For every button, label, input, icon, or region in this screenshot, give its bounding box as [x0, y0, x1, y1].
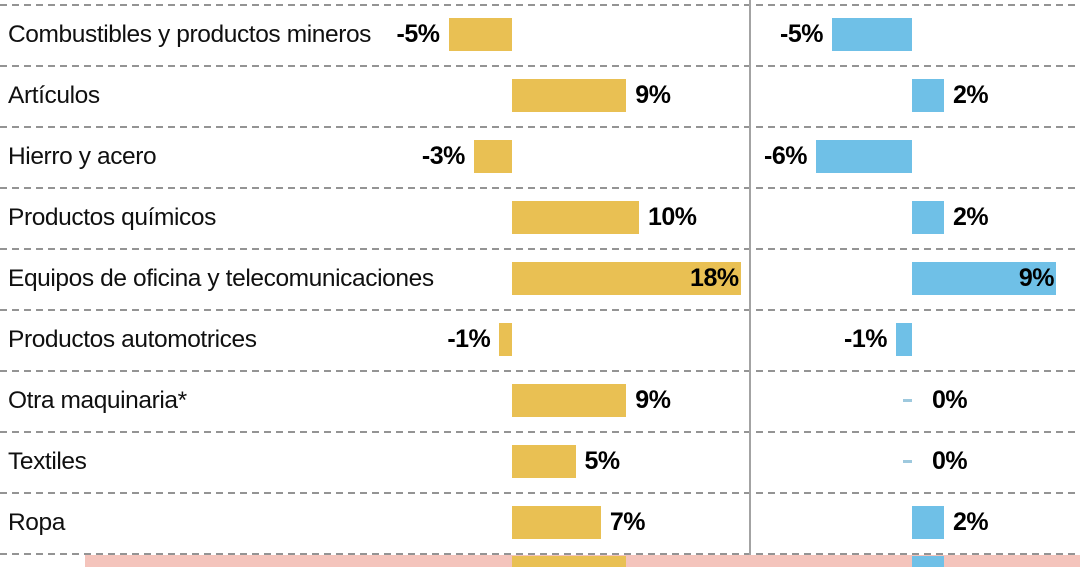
category-label: Ropa: [8, 508, 65, 536]
category-label: Otra maquinaria*: [8, 386, 187, 414]
yellow-bar: [512, 445, 576, 478]
grid-line: [0, 65, 1080, 67]
value-label: -1%: [447, 325, 491, 353]
value-label: -1%: [844, 325, 887, 353]
yellow-bar: [512, 384, 627, 417]
value-label: 10%: [648, 203, 697, 231]
value-label: 18%: [690, 264, 739, 292]
partial-yellow-bar: [512, 556, 627, 567]
category-label: Productos automotrices: [8, 325, 257, 353]
value-label: 2%: [953, 81, 989, 109]
category-label: Equipos de oficina y telecomunicaciones: [8, 264, 434, 292]
value-label: 9%: [635, 386, 671, 414]
blue-bar: [912, 262, 1056, 295]
panel-divider: [749, 0, 751, 567]
value-label: 9%: [635, 81, 671, 109]
value-label: -3%: [421, 142, 465, 170]
grid-line: [0, 187, 1080, 189]
blue-bar: [912, 79, 944, 112]
blue-bar: [896, 323, 912, 356]
yellow-bar: [448, 18, 512, 51]
blue-bar: [832, 18, 912, 51]
grid-line: [0, 370, 1080, 372]
value-label: 0%: [932, 386, 968, 414]
value-label: 5%: [584, 447, 621, 475]
grid-line: [0, 492, 1080, 494]
grid-line: [0, 248, 1080, 250]
value-label: -5%: [780, 20, 823, 48]
yellow-bar: [512, 79, 627, 112]
partial-blue-bar: [912, 556, 944, 567]
category-label: Hierro y acero: [8, 142, 157, 170]
grid-line: [0, 431, 1080, 433]
blue-bar: [912, 201, 944, 234]
category-label: Textiles: [8, 447, 87, 475]
yellow-bar: [473, 140, 512, 173]
blue-bar: [912, 506, 944, 539]
category-label: Artículos: [8, 81, 100, 109]
category-label: Productos químicos: [8, 203, 216, 231]
value-label: 2%: [953, 203, 989, 231]
zero-tick: [903, 460, 912, 463]
zero-tick: [903, 399, 912, 402]
category-label: Combustibles y productos mineros: [8, 20, 372, 48]
value-label: -6%: [764, 142, 807, 170]
blue-bar: [816, 140, 912, 173]
yellow-bar: [512, 262, 741, 295]
grid-line: [0, 309, 1080, 311]
yellow-bar: [512, 201, 639, 234]
value-label: 9%: [1018, 264, 1055, 292]
value-label: 7%: [609, 508, 646, 536]
value-label: 2%: [953, 508, 989, 536]
yellow-bar: [512, 506, 601, 539]
grid-line: [0, 4, 1080, 6]
grid-line: [0, 126, 1080, 128]
value-label: 0%: [932, 447, 968, 475]
value-label: -5%: [396, 20, 440, 48]
yellow-bar: [499, 323, 512, 356]
grid-line: [0, 553, 1080, 555]
